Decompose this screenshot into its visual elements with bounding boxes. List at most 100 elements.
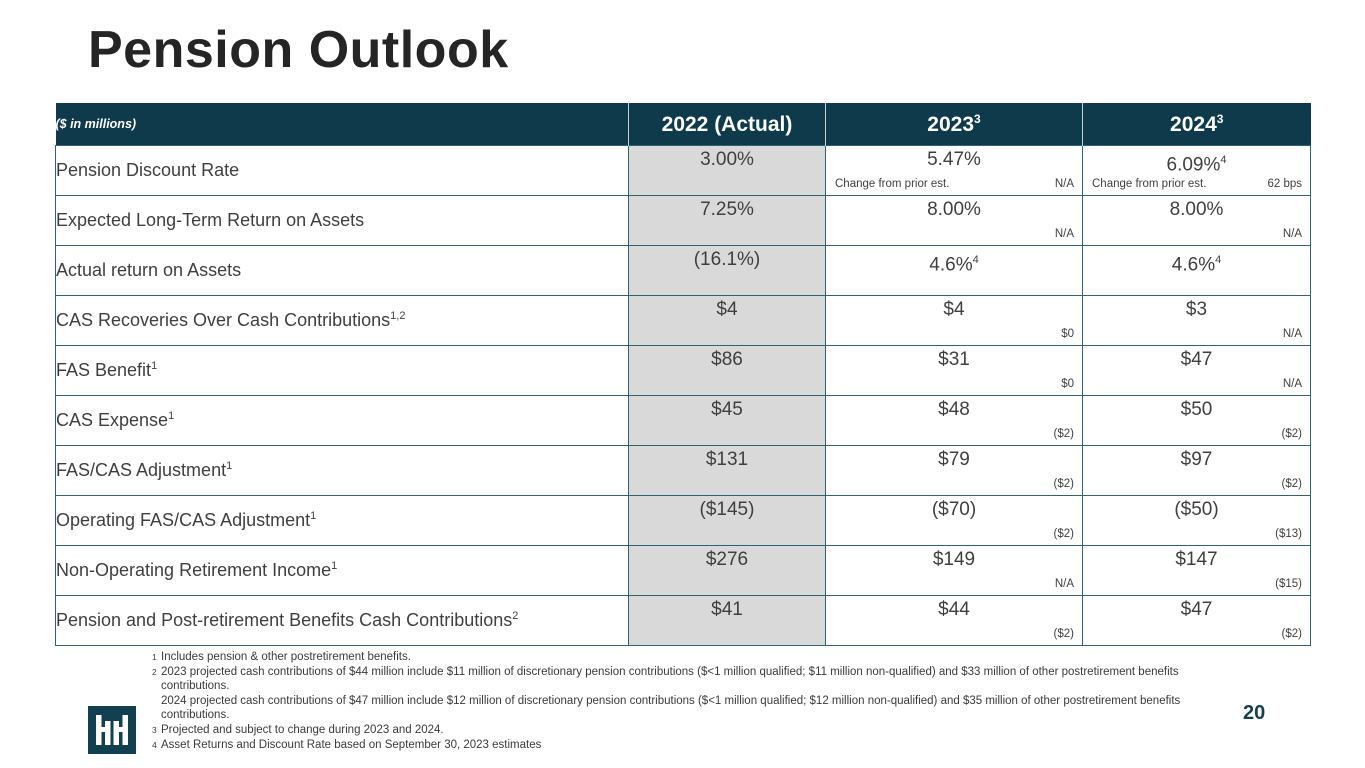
value-2022: ($145) (628, 495, 826, 546)
change-from-prior-value: ($13) (1275, 528, 1302, 540)
value-2023: 8.00% N/A (825, 195, 1083, 246)
table-row: CAS Expense1 $45 $48 ($2) $50 ($2) (55, 395, 1311, 446)
change-from-prior-value: $0 (1061, 328, 1074, 340)
table-header-row: ($ in millions) 2022 (Actual) 20233 2024… (55, 103, 1311, 146)
value-2024: $97 ($2) (1082, 445, 1311, 496)
table-row: Expected Long-Term Return on Assets 7.25%… (55, 195, 1311, 246)
change-from-prior-value: ($2) (1281, 628, 1302, 640)
main-value: $4 (943, 299, 965, 320)
column-header-2024: 20243 (1082, 103, 1311, 146)
change-from-prior-row: ($2) (826, 528, 1082, 545)
value-2024: $47 N/A (1082, 345, 1311, 396)
change-from-prior-value: $0 (1061, 378, 1074, 390)
value-2022: $4 (628, 295, 826, 346)
main-value: $44 (938, 599, 970, 620)
change-from-prior-value: N/A (1054, 228, 1074, 240)
column-header-2023: 20233 (825, 103, 1083, 146)
main-value: 4.6%4 (1171, 254, 1222, 276)
change-from-prior-label: Change from prior est. (835, 178, 950, 190)
main-value: 5.47% (927, 149, 981, 170)
main-value: 4.6%4 (929, 254, 979, 276)
change-from-prior-row: N/A (826, 228, 1082, 245)
change-from-prior-row: ($2) (1083, 428, 1310, 445)
footnotes: 1 Includes pension & other postretirement… (152, 650, 1227, 752)
value-2022: $45 (628, 395, 826, 446)
row-label: Operating FAS/CAS Adjustment1 (55, 495, 629, 546)
main-value: $50 (1180, 399, 1213, 420)
value-2023: $48 ($2) (825, 395, 1083, 446)
column-header-2022: 2022 (Actual) (628, 103, 826, 146)
main-value: $31 (938, 349, 970, 370)
change-from-prior-value: ($2) (1281, 478, 1302, 490)
footnote-1: 1 Includes pension & other postretirement… (152, 651, 411, 663)
column-header-2022-label: 2022 (Actual) (661, 112, 793, 136)
row-label: Expected Long-Term Return on Assets (55, 195, 629, 246)
change-from-prior-value: N/A (1054, 578, 1074, 590)
value-2023: $149 N/A (825, 545, 1083, 596)
change-from-prior-row: N/A (1083, 228, 1310, 245)
footnote-2: 2 2023 projected cash contributions of $4… (152, 665, 1181, 722)
column-header-2024-label: 2024 (1170, 112, 1217, 136)
row-label: Actual return on Assets (55, 245, 629, 296)
change-from-prior-value: N/A (1282, 328, 1302, 340)
main-value: ($70) (931, 499, 977, 520)
value-2023: $4 $0 (825, 295, 1083, 346)
footnote-4: 4 Asset Returns and Discount Rate based o… (152, 738, 542, 751)
value-2024: 8.00% N/A (1082, 195, 1311, 246)
change-from-prior-row: ($15) (1083, 578, 1310, 595)
table-row: Pension and Post-retirement Benefits Cas… (55, 595, 1311, 646)
value-2023: ($70) ($2) (825, 495, 1083, 546)
value-2024: $3 N/A (1082, 295, 1311, 346)
main-value: $47 (1180, 349, 1213, 370)
row-label: FAS Benefit1 (55, 345, 629, 396)
value-2023: $44 ($2) (825, 595, 1083, 646)
value-2023: 5.47% Change from prior est. N/A (825, 145, 1083, 196)
main-value: $149 (932, 549, 976, 570)
change-from-prior-value: N/A (1054, 178, 1074, 190)
company-logo-icon (88, 706, 136, 754)
row-label: CAS Expense1 (55, 395, 629, 446)
main-value: 6.09%4 (1166, 154, 1227, 176)
value-2022: $86 (628, 345, 826, 396)
change-from-prior-value: ($2) (1053, 528, 1074, 540)
table-row: CAS Recoveries Over Cash Contributions1,… (55, 295, 1311, 346)
row-label: Non-Operating Retirement Income1 (55, 545, 629, 596)
table-row: Pension Discount Rate 3.00% 5.47% Change fr… (55, 145, 1311, 196)
value-2024: 6.09%4 Change from prior est. 62 bps (1082, 145, 1311, 196)
main-value: $48 (938, 399, 970, 420)
main-value: $3 (1185, 299, 1208, 320)
change-from-prior-value: ($2) (1053, 428, 1074, 440)
value-2023: 4.6%4 (825, 245, 1083, 296)
change-from-prior-value: 62 bps (1267, 178, 1302, 190)
value-2023: $79 ($2) (825, 445, 1083, 496)
value-2024: $47 ($2) (1082, 595, 1311, 646)
units-label: ($ in millions) (55, 103, 629, 146)
value-2022: (16.1%) (628, 245, 826, 296)
value-2022: $276 (628, 545, 826, 596)
table-row: FAS/CAS Adjustment1 $131 $79 ($2) $97 ($2) (55, 445, 1311, 496)
main-value: ($50) (1174, 499, 1219, 520)
change-from-prior-row: ($2) (826, 628, 1082, 645)
change-from-prior-row: N/A (1083, 378, 1310, 395)
main-value: 8.00% (927, 199, 981, 220)
main-value: 8.00% (1169, 199, 1224, 220)
main-value: $97 (1180, 449, 1213, 470)
change-from-prior-label: Change from prior est. (1092, 178, 1207, 190)
change-from-prior-value: ($2) (1281, 428, 1302, 440)
change-from-prior-value: N/A (1282, 378, 1302, 390)
pension-outlook-table: ($ in millions) 2022 (Actual) 20233 2024… (55, 103, 1311, 646)
row-label: FAS/CAS Adjustment1 (55, 445, 629, 496)
value-2022: 7.25% (628, 195, 826, 246)
row-label: CAS Recoveries Over Cash Contributions1,… (55, 295, 629, 346)
value-2023: $31 $0 (825, 345, 1083, 396)
value-2022: 3.00% (628, 145, 826, 196)
change-from-prior-value: ($2) (1053, 478, 1074, 490)
row-label: Pension Discount Rate (55, 145, 629, 196)
page-title: Pension Outlook (88, 21, 509, 79)
value-2022: $131 (628, 445, 826, 496)
footnote-3: 3 Projected and subject to change during … (152, 723, 444, 736)
change-from-prior-row: $0 (826, 378, 1082, 395)
column-header-2024-sup: 3 (1216, 111, 1224, 126)
change-from-prior-row: Change from prior est. 62 bps (1083, 178, 1310, 195)
